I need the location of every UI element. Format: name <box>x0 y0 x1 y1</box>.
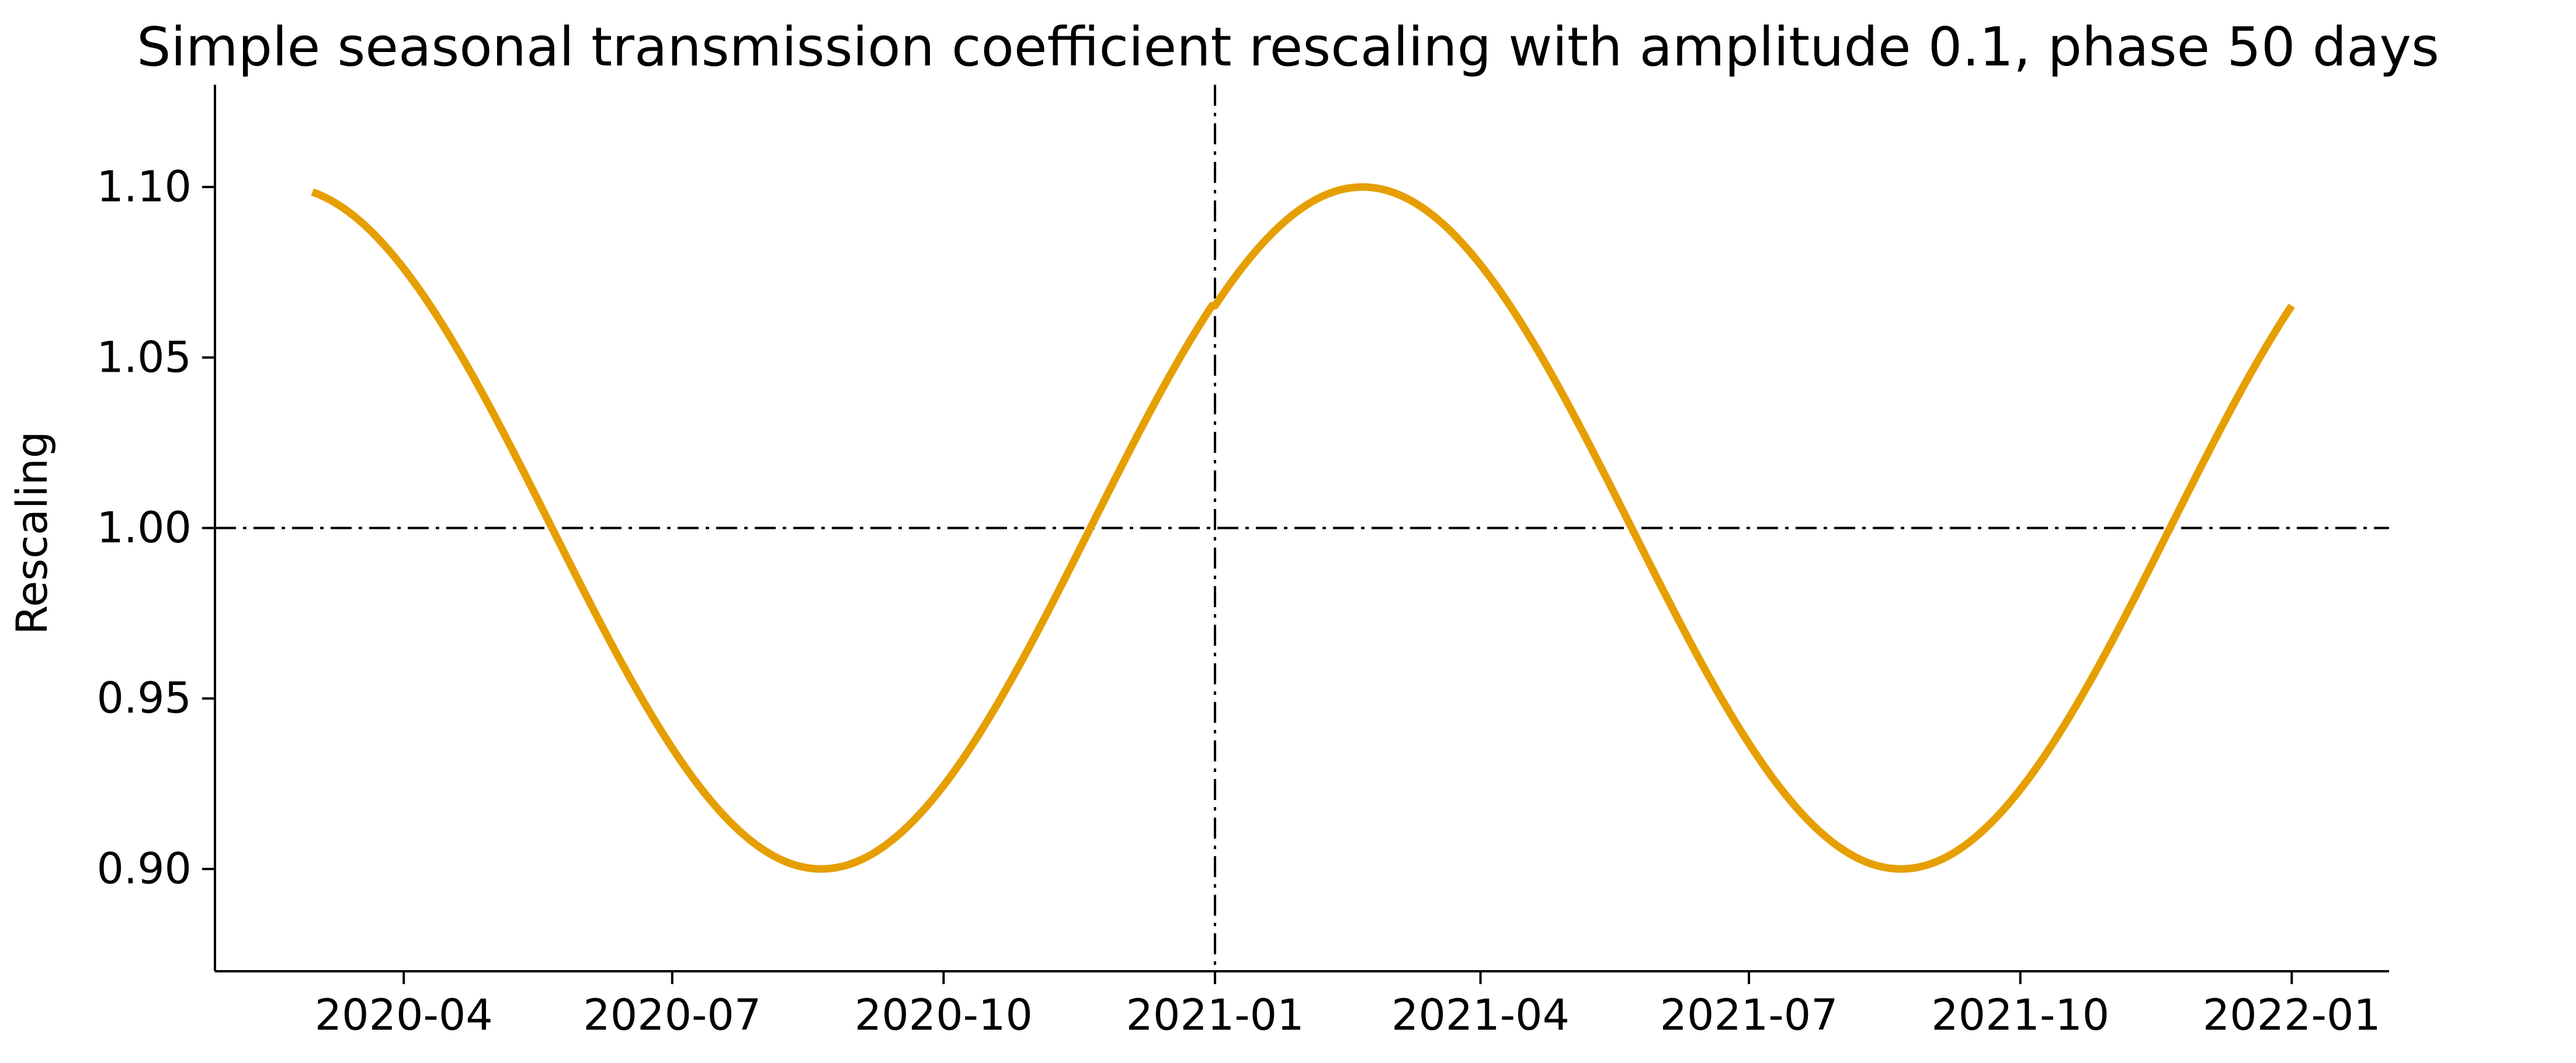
x-tick-label: 2021-10 <box>1931 991 2109 1040</box>
y-tick-label: 1.10 <box>96 162 192 212</box>
x-tick-label: 2020-04 <box>315 991 493 1040</box>
y-tick-label: 0.95 <box>96 674 192 723</box>
x-axis-ticks: 2020-04 2020-07 2020-10 2021-01 2021-04 2021-… <box>315 971 2381 1040</box>
x-tick-label: 2021-07 <box>1660 991 1838 1040</box>
x-tick-label: 2021-01 <box>1126 991 1304 1040</box>
plot-area <box>215 85 2389 971</box>
x-tick-label: 2020-10 <box>855 991 1033 1040</box>
y-tick-label: 1.05 <box>96 333 192 382</box>
series-line <box>311 183 2295 873</box>
x-tick-label: 2022-01 <box>2203 991 2381 1040</box>
x-tick-label: 2020-07 <box>583 991 761 1040</box>
x-tick-label: 2021-04 <box>1391 991 1570 1040</box>
y-tick-label: 0.90 <box>96 844 192 894</box>
y-axis-label: Rescaling <box>8 431 57 635</box>
y-tick-label: 1.00 <box>96 503 192 553</box>
chart-title: Simple seasonal transmission coefficient… <box>137 16 2439 78</box>
y-axis-ticks: 0.90 0.95 1.00 1.05 1.10 <box>96 162 215 894</box>
